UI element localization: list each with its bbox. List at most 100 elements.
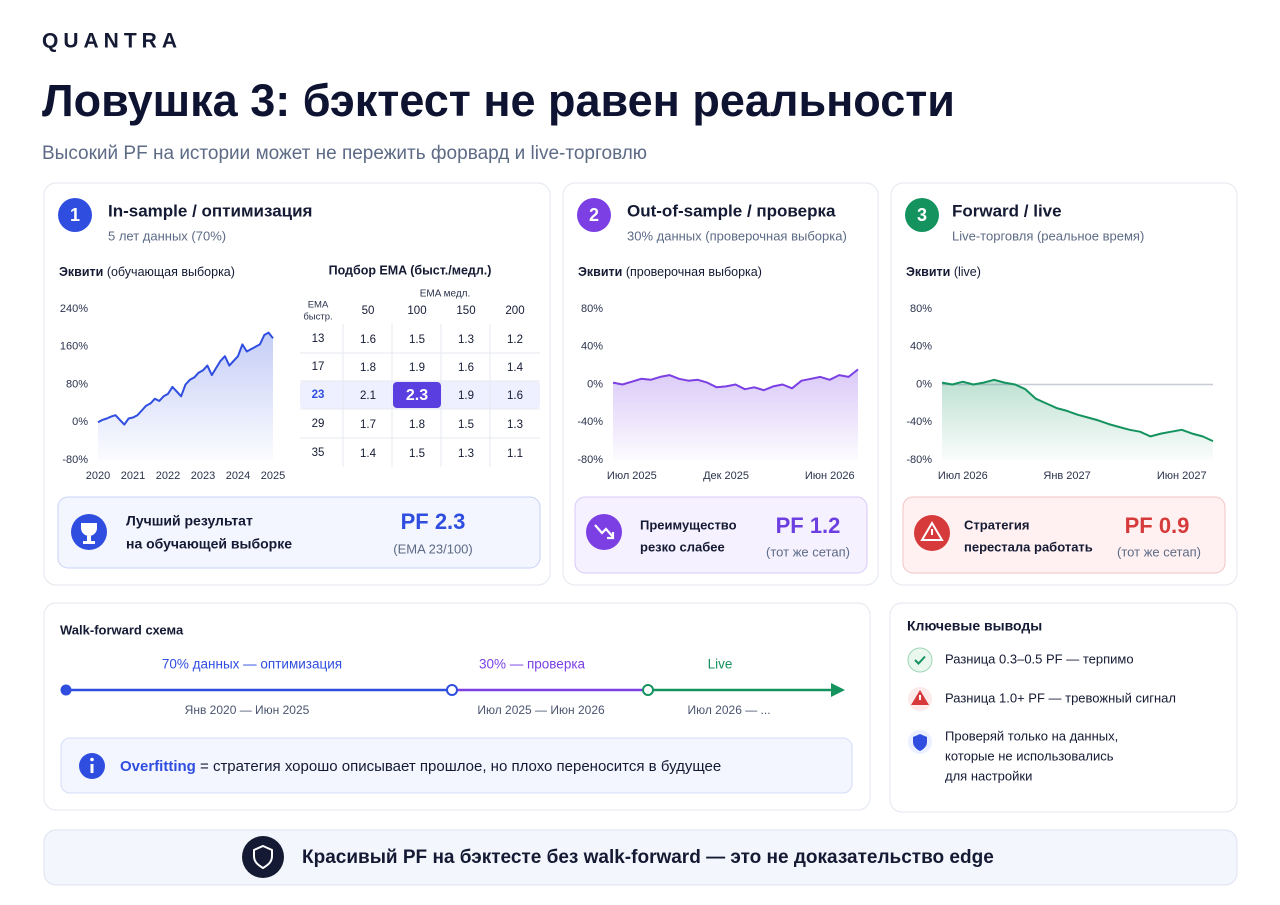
chart-label: Эквити <box>906 265 950 279</box>
area <box>98 332 273 460</box>
segment-range: Июл 2026 — ... <box>687 703 770 717</box>
takeaway-text: для настройки <box>945 768 1032 783</box>
table-cell: 1.9 <box>458 390 474 402</box>
x-tick-label: Дек 2025 <box>703 470 749 482</box>
x-tick-label: Янв 2027 <box>1043 470 1090 482</box>
info-glyph <box>90 757 94 762</box>
page-subtitle: Высокий PF на истории может не пережить … <box>42 143 647 164</box>
row-label: 17 <box>312 361 325 373</box>
column-label: 200 <box>505 305 524 317</box>
chart-title: Эквити (проверочная выборка) <box>578 265 762 279</box>
shield-icon <box>242 836 284 878</box>
y-tick-label: 40% <box>581 341 603 353</box>
info-body: = стратегия хорошо описывает прошлое, но… <box>196 758 721 775</box>
chart-title: Эквити (live) <box>906 265 981 279</box>
table-cell: 1.6 <box>458 362 474 374</box>
chart-title: Эквити (обучающая выборка) <box>59 265 235 279</box>
footer-card <box>43 829 1238 886</box>
x-tick-label: 2020 <box>86 470 110 482</box>
card <box>43 182 551 586</box>
section-title: Walk-forward схема <box>60 622 184 637</box>
step-number: 2 <box>589 205 599 225</box>
trend-glyph <box>594 524 615 540</box>
table-cell: 1.5 <box>409 448 425 460</box>
takeaway-text: Разница 0.3–0.5 PF — терпимо <box>945 651 1134 666</box>
shield-glyph <box>253 844 273 870</box>
segment-label: Live <box>708 657 733 672</box>
takeaway-text: которые не использовались <box>945 748 1114 763</box>
cell-highlight <box>393 382 441 408</box>
line <box>612 368 859 392</box>
x-tick-label: 2022 <box>156 470 180 482</box>
x-tick-label: 2025 <box>261 470 285 482</box>
step-badge <box>577 198 611 232</box>
section-title: Ключевые выводы <box>907 618 1042 634</box>
table-cell: 1.7 <box>360 419 376 431</box>
timeline-node <box>642 684 654 696</box>
table-cell: 1.2 <box>507 334 523 346</box>
x-tick-label: 2024 <box>226 470 250 482</box>
area <box>613 369 858 460</box>
result-pf: PF 1.2 <box>776 513 841 538</box>
chart-label: Эквити <box>578 265 622 279</box>
panel-title: Forward / live <box>952 201 1062 220</box>
table-cell: 1.4 <box>360 448 377 460</box>
table-cell: 1.1 <box>507 448 523 460</box>
check-icon <box>907 647 933 673</box>
result-pf: PF 0.9 <box>1125 513 1190 538</box>
result-text: резко слабее <box>640 539 725 554</box>
panel-header: 1 In-sample / оптимизация 5 лет данных (… <box>58 198 1144 243</box>
card <box>562 182 879 586</box>
result-box <box>902 496 1226 574</box>
timeline-arrow <box>831 683 845 697</box>
step-number: 3 <box>917 205 927 225</box>
panel-title: Out-of-sample / проверка <box>627 201 836 220</box>
table-cell: 1.9 <box>409 362 425 374</box>
y-tick-label: -40% <box>906 416 932 428</box>
y-tick-label: 80% <box>581 303 603 315</box>
panel-subtitle: 30% данных (проверочная выборка) <box>627 228 847 243</box>
area <box>942 379 1213 460</box>
result-text: Стратегия <box>964 517 1030 532</box>
result-note: (тот же сетап) <box>1117 544 1201 559</box>
row-label: 29 <box>312 418 325 430</box>
info-box <box>60 737 853 794</box>
y-tick-label: 40% <box>910 341 932 353</box>
timeline-node <box>60 684 72 696</box>
table-cell: 1.8 <box>409 419 425 431</box>
chart-qualifier: (live) <box>954 265 981 279</box>
x-tick-label: 2023 <box>191 470 215 482</box>
segment-range: Июл 2025 — Июн 2026 <box>477 703 605 717</box>
result-note: (тот же сетап) <box>766 544 850 559</box>
table-cell: 1.3 <box>507 419 523 431</box>
panel-title: In-sample / оптимизация <box>108 201 312 220</box>
step-badge <box>58 198 92 232</box>
x-tick-label: Июл 2025 <box>607 470 657 482</box>
x-tick-label: Июл 2026 <box>938 470 988 482</box>
info-term: Overfitting <box>120 758 196 775</box>
row-label: 23 <box>312 389 325 401</box>
y-tick-label: -80% <box>62 454 88 466</box>
segment-range: Янв 2020 — Июн 2025 <box>185 703 310 717</box>
result-note: (EMA 23/100) <box>393 541 473 556</box>
result-box <box>57 496 541 569</box>
x-tick-label: Июн 2027 <box>1157 470 1207 482</box>
y-tick-label: 80% <box>66 378 88 390</box>
result-text: Лучший результат <box>126 513 253 529</box>
result-text: на обучающей выборке <box>126 536 292 552</box>
check-glyph <box>914 655 926 665</box>
row-label: 35 <box>312 447 325 459</box>
y-tick-label: 160% <box>60 341 88 353</box>
takeaway-text: Проверяй только на данных, <box>945 728 1118 743</box>
y-tick-label: 80% <box>910 303 932 315</box>
table-cell: 1.3 <box>458 448 474 460</box>
x-tick-label: Июн 2026 <box>805 470 855 482</box>
step-number: 1 <box>70 205 80 225</box>
segment-label: 70% данных — оптимизация <box>162 657 342 672</box>
x-tick-label: 2021 <box>121 470 145 482</box>
y-tick-label: 240% <box>60 303 88 315</box>
y-tick-label: 0% <box>72 416 88 428</box>
table-cell: 1.6 <box>507 390 523 402</box>
row-label: 13 <box>312 333 325 345</box>
info-glyph <box>90 764 94 773</box>
